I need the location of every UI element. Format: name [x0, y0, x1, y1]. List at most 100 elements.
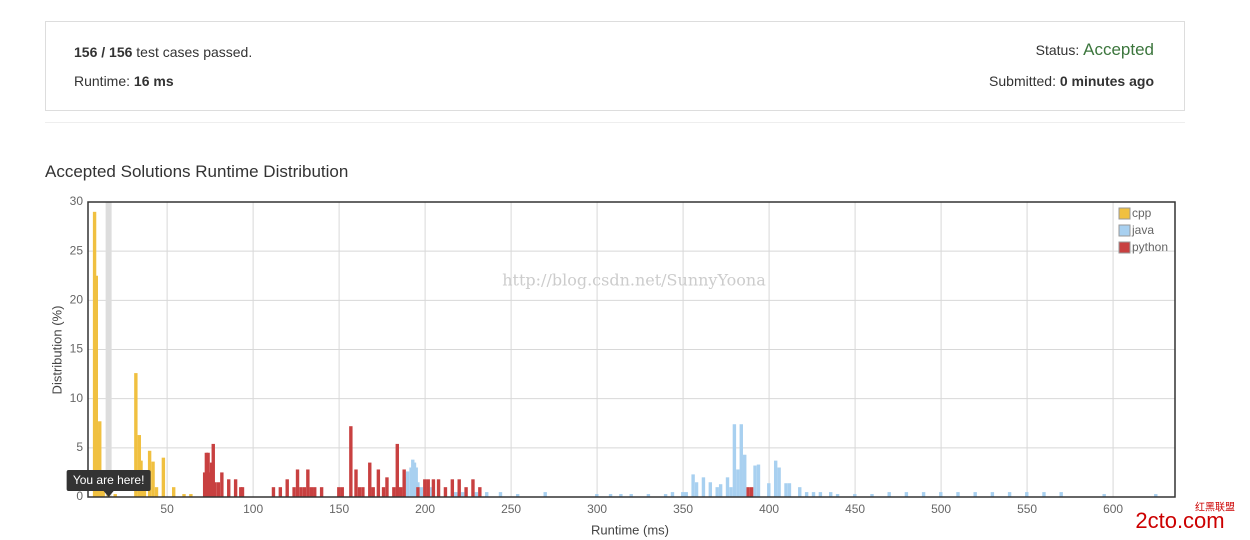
status-label: Status: — [1035, 42, 1080, 58]
runtime-value: 16 ms — [133, 73, 174, 89]
cases: 156 / 156 test cases passed. — [74, 44, 252, 60]
bar — [753, 465, 757, 497]
bar — [956, 492, 960, 497]
bar — [1025, 492, 1029, 497]
bar — [681, 492, 685, 497]
x-tick-label: 450 — [845, 502, 865, 516]
logo-name: 红黑联盟 — [1195, 501, 1235, 514]
you-are-here-bg — [66, 470, 151, 491]
x-tick-label: 250 — [501, 502, 521, 516]
you-are-here-band — [105, 202, 112, 497]
bar — [1059, 492, 1063, 497]
bar — [608, 494, 613, 497]
bar — [818, 492, 823, 497]
bar — [397, 487, 401, 497]
bar — [402, 469, 406, 497]
bar — [209, 462, 214, 497]
plot-frame — [87, 201, 1176, 498]
bar — [543, 492, 547, 497]
bar — [904, 492, 909, 497]
bar — [474, 492, 479, 497]
runtime-label: Runtime: — [74, 73, 131, 89]
passed-text: test cases passed. — [136, 44, 253, 60]
bar — [202, 472, 207, 497]
bar — [701, 477, 706, 497]
legend-label: cpp — [1132, 206, 1152, 220]
bar — [1042, 492, 1046, 497]
bar — [436, 479, 441, 497]
bar — [113, 494, 117, 497]
submitted-label: Submitted: — [989, 73, 1056, 89]
bar — [154, 487, 159, 497]
bar — [756, 464, 761, 497]
bar — [399, 487, 403, 497]
bar — [739, 424, 743, 497]
bar — [285, 479, 289, 497]
bar — [939, 492, 943, 497]
x-axis-label: Runtime (ms) — [591, 522, 669, 537]
bar — [777, 467, 781, 497]
x-tick-label: 550 — [1017, 502, 1037, 516]
bar — [736, 469, 740, 497]
bar — [381, 487, 386, 497]
bar — [718, 484, 723, 497]
bar — [92, 211, 97, 498]
bar — [715, 487, 719, 497]
x-tick-label: 600 — [1103, 502, 1123, 516]
bar — [292, 487, 296, 497]
bar — [233, 479, 238, 497]
bar — [1007, 492, 1012, 497]
bar — [694, 482, 699, 497]
bar — [306, 469, 310, 497]
bar — [208, 472, 212, 497]
bar — [431, 479, 436, 497]
bar — [98, 421, 102, 497]
x-tick-label: 100 — [243, 502, 263, 516]
status-value[interactable]: Accepted — [1083, 40, 1154, 59]
bar — [870, 494, 874, 497]
bar — [798, 487, 802, 497]
bar — [478, 487, 482, 497]
bar — [684, 492, 688, 497]
bar — [354, 469, 358, 497]
bar — [746, 487, 750, 497]
bar — [313, 487, 317, 497]
bar — [271, 487, 276, 497]
bar — [204, 452, 209, 497]
bar — [137, 435, 141, 497]
bar — [309, 487, 313, 497]
y-tick-label: 10 — [70, 391, 84, 405]
chart-title: Accepted Solutions Runtime Distribution — [45, 162, 349, 181]
bar — [414, 467, 418, 497]
bar — [767, 483, 771, 497]
y-axis-label: Distribution (%) — [49, 306, 64, 395]
divider — [45, 122, 1185, 123]
bar — [134, 373, 138, 497]
bar — [595, 494, 599, 497]
bar — [385, 477, 389, 497]
bar — [151, 461, 155, 497]
bar — [729, 487, 733, 497]
runtime: Runtime: 16 ms — [74, 73, 174, 89]
bar — [426, 479, 430, 497]
bar — [240, 487, 245, 497]
bar — [161, 457, 166, 497]
bar — [460, 492, 465, 497]
bar — [227, 479, 231, 497]
bar — [1102, 494, 1106, 497]
bar — [973, 492, 977, 497]
bar — [464, 487, 468, 497]
bar — [319, 487, 324, 497]
bar — [220, 472, 224, 497]
bar — [429, 487, 434, 497]
bar — [411, 459, 415, 497]
you-are-here-label: You are here! — [73, 473, 145, 487]
bar — [708, 482, 713, 497]
bar — [405, 471, 410, 497]
bar — [471, 479, 475, 497]
y-tick-label: 0 — [76, 489, 83, 503]
bar — [450, 479, 455, 497]
bar — [216, 482, 221, 497]
bar — [670, 492, 675, 497]
bar — [454, 492, 458, 497]
